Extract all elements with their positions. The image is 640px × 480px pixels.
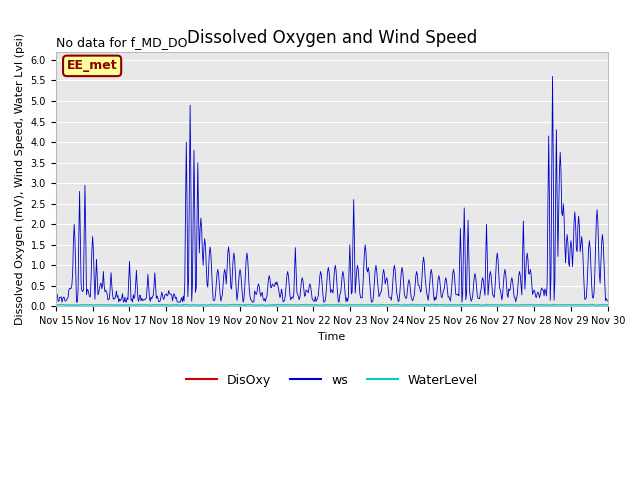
ws xyxy=(400,280,408,286)
ws xyxy=(416,285,424,290)
WaterLevel xyxy=(416,302,424,308)
WaterLevel xyxy=(52,302,60,308)
ws xyxy=(62,298,70,304)
WaterLevel xyxy=(400,301,408,307)
DisOxy xyxy=(399,303,406,309)
ws xyxy=(52,295,60,300)
DisOxy xyxy=(62,303,70,309)
Line: ws: ws xyxy=(56,76,608,302)
DisOxy xyxy=(604,303,612,309)
ws xyxy=(176,300,184,305)
WaterLevel xyxy=(62,302,70,308)
DisOxy xyxy=(175,303,182,309)
WaterLevel xyxy=(119,302,127,308)
ws xyxy=(119,291,127,297)
X-axis label: Time: Time xyxy=(318,332,346,342)
ws xyxy=(548,73,556,79)
WaterLevel xyxy=(489,301,497,307)
DisOxy xyxy=(52,303,60,309)
DisOxy xyxy=(204,303,212,309)
Text: No data for f_MD_DO: No data for f_MD_DO xyxy=(56,36,188,49)
WaterLevel xyxy=(175,302,183,308)
Text: EE_met: EE_met xyxy=(67,60,118,72)
ws xyxy=(604,298,612,304)
Title: Dissolved Oxygen and Wind Speed: Dissolved Oxygen and Wind Speed xyxy=(187,29,477,48)
ws xyxy=(205,267,212,273)
DisOxy xyxy=(119,303,127,309)
ws xyxy=(175,299,182,305)
DisOxy xyxy=(415,303,423,309)
Legend: DisOxy, ws, WaterLevel: DisOxy, ws, WaterLevel xyxy=(180,369,483,392)
WaterLevel xyxy=(205,302,212,308)
WaterLevel xyxy=(604,302,612,308)
WaterLevel xyxy=(162,302,170,308)
Y-axis label: Dissolved Oxygen (mV), Wind Speed, Water Lvl (psi): Dissolved Oxygen (mV), Wind Speed, Water… xyxy=(15,33,25,325)
Line: WaterLevel: WaterLevel xyxy=(56,304,608,305)
